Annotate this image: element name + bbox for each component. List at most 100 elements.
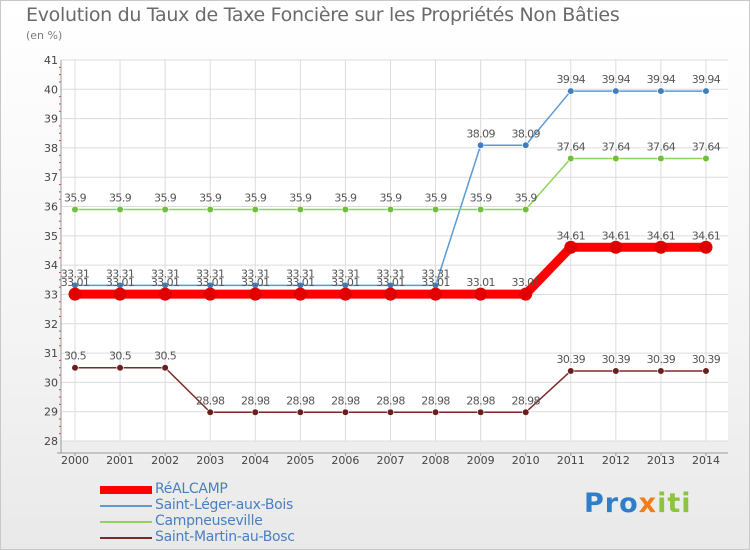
logo-part-2: x: [638, 488, 658, 519]
legend-swatch: [100, 505, 152, 507]
data-point: [519, 287, 533, 301]
data-point: [296, 205, 304, 214]
data-point: [431, 408, 440, 416]
data-label: 33.31: [376, 267, 405, 280]
data-point: [657, 87, 665, 95]
data-point: [657, 154, 665, 163]
legend-label: Campneuseville: [155, 513, 263, 529]
data-point: [206, 205, 214, 214]
data-label: 33.01: [241, 276, 270, 289]
data-label: 33.01: [466, 276, 495, 289]
data-point: [431, 205, 440, 214]
data-point: [161, 205, 169, 214]
x-tick-label: 2012: [602, 454, 630, 467]
data-label: 35.9: [470, 191, 493, 204]
data-label: 35.9: [154, 191, 177, 204]
data-point: [296, 408, 304, 416]
data-point: [702, 154, 710, 163]
legend-swatch: [100, 521, 152, 523]
data-label: 38.09: [466, 127, 495, 140]
data-point: [477, 205, 485, 214]
y-tick-label: 41: [44, 54, 58, 67]
data-point: [293, 287, 307, 301]
legend-item: Saint-Martin-au-Bosc: [100, 529, 360, 546]
data-point: [612, 87, 620, 95]
data-point: [116, 364, 124, 372]
y-tick-label: 38: [44, 142, 58, 155]
x-tick-label: 2000: [61, 454, 89, 467]
x-tick-label: 2005: [286, 454, 314, 467]
data-point: [113, 287, 127, 301]
data-label: 33.31: [331, 267, 360, 280]
data-label: 35.9: [334, 191, 357, 204]
data-label: 37.64: [647, 140, 676, 153]
x-tick-label: 2004: [241, 454, 269, 467]
data-label: 35.9: [199, 191, 222, 204]
data-label: 28.98: [511, 394, 540, 407]
data-point: [206, 408, 214, 416]
y-tick-label: 34: [44, 259, 58, 272]
data-label: 28.98: [466, 394, 495, 407]
data-point: [386, 205, 395, 214]
y-tick-label: 39: [44, 113, 58, 126]
data-point: [341, 205, 350, 214]
data-label: 33.01: [151, 276, 180, 289]
data-point: [383, 287, 397, 301]
data-label: 30.39: [557, 353, 586, 366]
data-label: 33.31: [286, 267, 315, 280]
data-label: 33.31: [151, 267, 180, 280]
x-tick-label: 2011: [557, 454, 585, 467]
data-label: 33.01: [106, 276, 135, 289]
x-tick-label: 2007: [376, 454, 404, 467]
logo-part-1: Pro: [584, 488, 639, 519]
data-point: [338, 287, 352, 301]
data-label: 33.31: [106, 267, 135, 280]
data-label: 33.31: [196, 267, 225, 280]
data-point: [251, 408, 259, 416]
data-label: 35.9: [515, 191, 538, 204]
data-point: [341, 408, 350, 416]
data-label: 28.98: [376, 394, 405, 407]
data-point: [251, 205, 259, 214]
x-tick-label: 2002: [151, 454, 179, 467]
data-label: 30.5: [64, 350, 87, 363]
data-point: [522, 205, 530, 214]
data-label: 33.01: [421, 276, 450, 289]
chart-title: Evolution du Taux de Taxe Foncière sur l…: [26, 4, 620, 26]
y-tick-label: 33: [44, 288, 58, 301]
data-label: 35.9: [379, 191, 402, 204]
data-point: [429, 287, 443, 301]
data-label: 33.01: [196, 276, 225, 289]
data-point: [71, 364, 79, 372]
legend-swatch: [100, 537, 152, 539]
data-point: [203, 287, 217, 301]
data-label: 37.64: [692, 140, 721, 153]
y-tick-label: 40: [44, 83, 58, 96]
data-label: 30.5: [154, 350, 177, 363]
x-tick-label: 2014: [692, 454, 720, 467]
data-label: 35.9: [244, 191, 267, 204]
x-tick-label: 2009: [467, 454, 495, 467]
y-tick-label: 28: [44, 435, 58, 448]
data-label: 30.39: [692, 353, 721, 366]
data-point: [161, 364, 169, 372]
x-tick-label: 2001: [106, 454, 134, 467]
data-point: [248, 287, 262, 301]
data-label: 28.98: [286, 394, 315, 407]
data-label: 30.39: [602, 353, 631, 366]
data-label: 39.94: [647, 73, 676, 86]
data-point: [702, 87, 710, 95]
data-label: 28.98: [331, 394, 360, 407]
data-point: [116, 205, 124, 214]
data-label: 33.01: [511, 276, 540, 289]
data-point: [522, 408, 530, 416]
data-label: 35.9: [109, 191, 132, 204]
data-point: [609, 240, 623, 254]
y-tick-label: 37: [44, 171, 58, 184]
data-point: [567, 154, 575, 163]
y-tick-label: 32: [44, 318, 58, 331]
data-point: [477, 408, 485, 416]
data-label: 33.31: [61, 267, 90, 280]
data-label: 34.61: [647, 229, 676, 242]
x-tick-label: 2008: [422, 454, 450, 467]
